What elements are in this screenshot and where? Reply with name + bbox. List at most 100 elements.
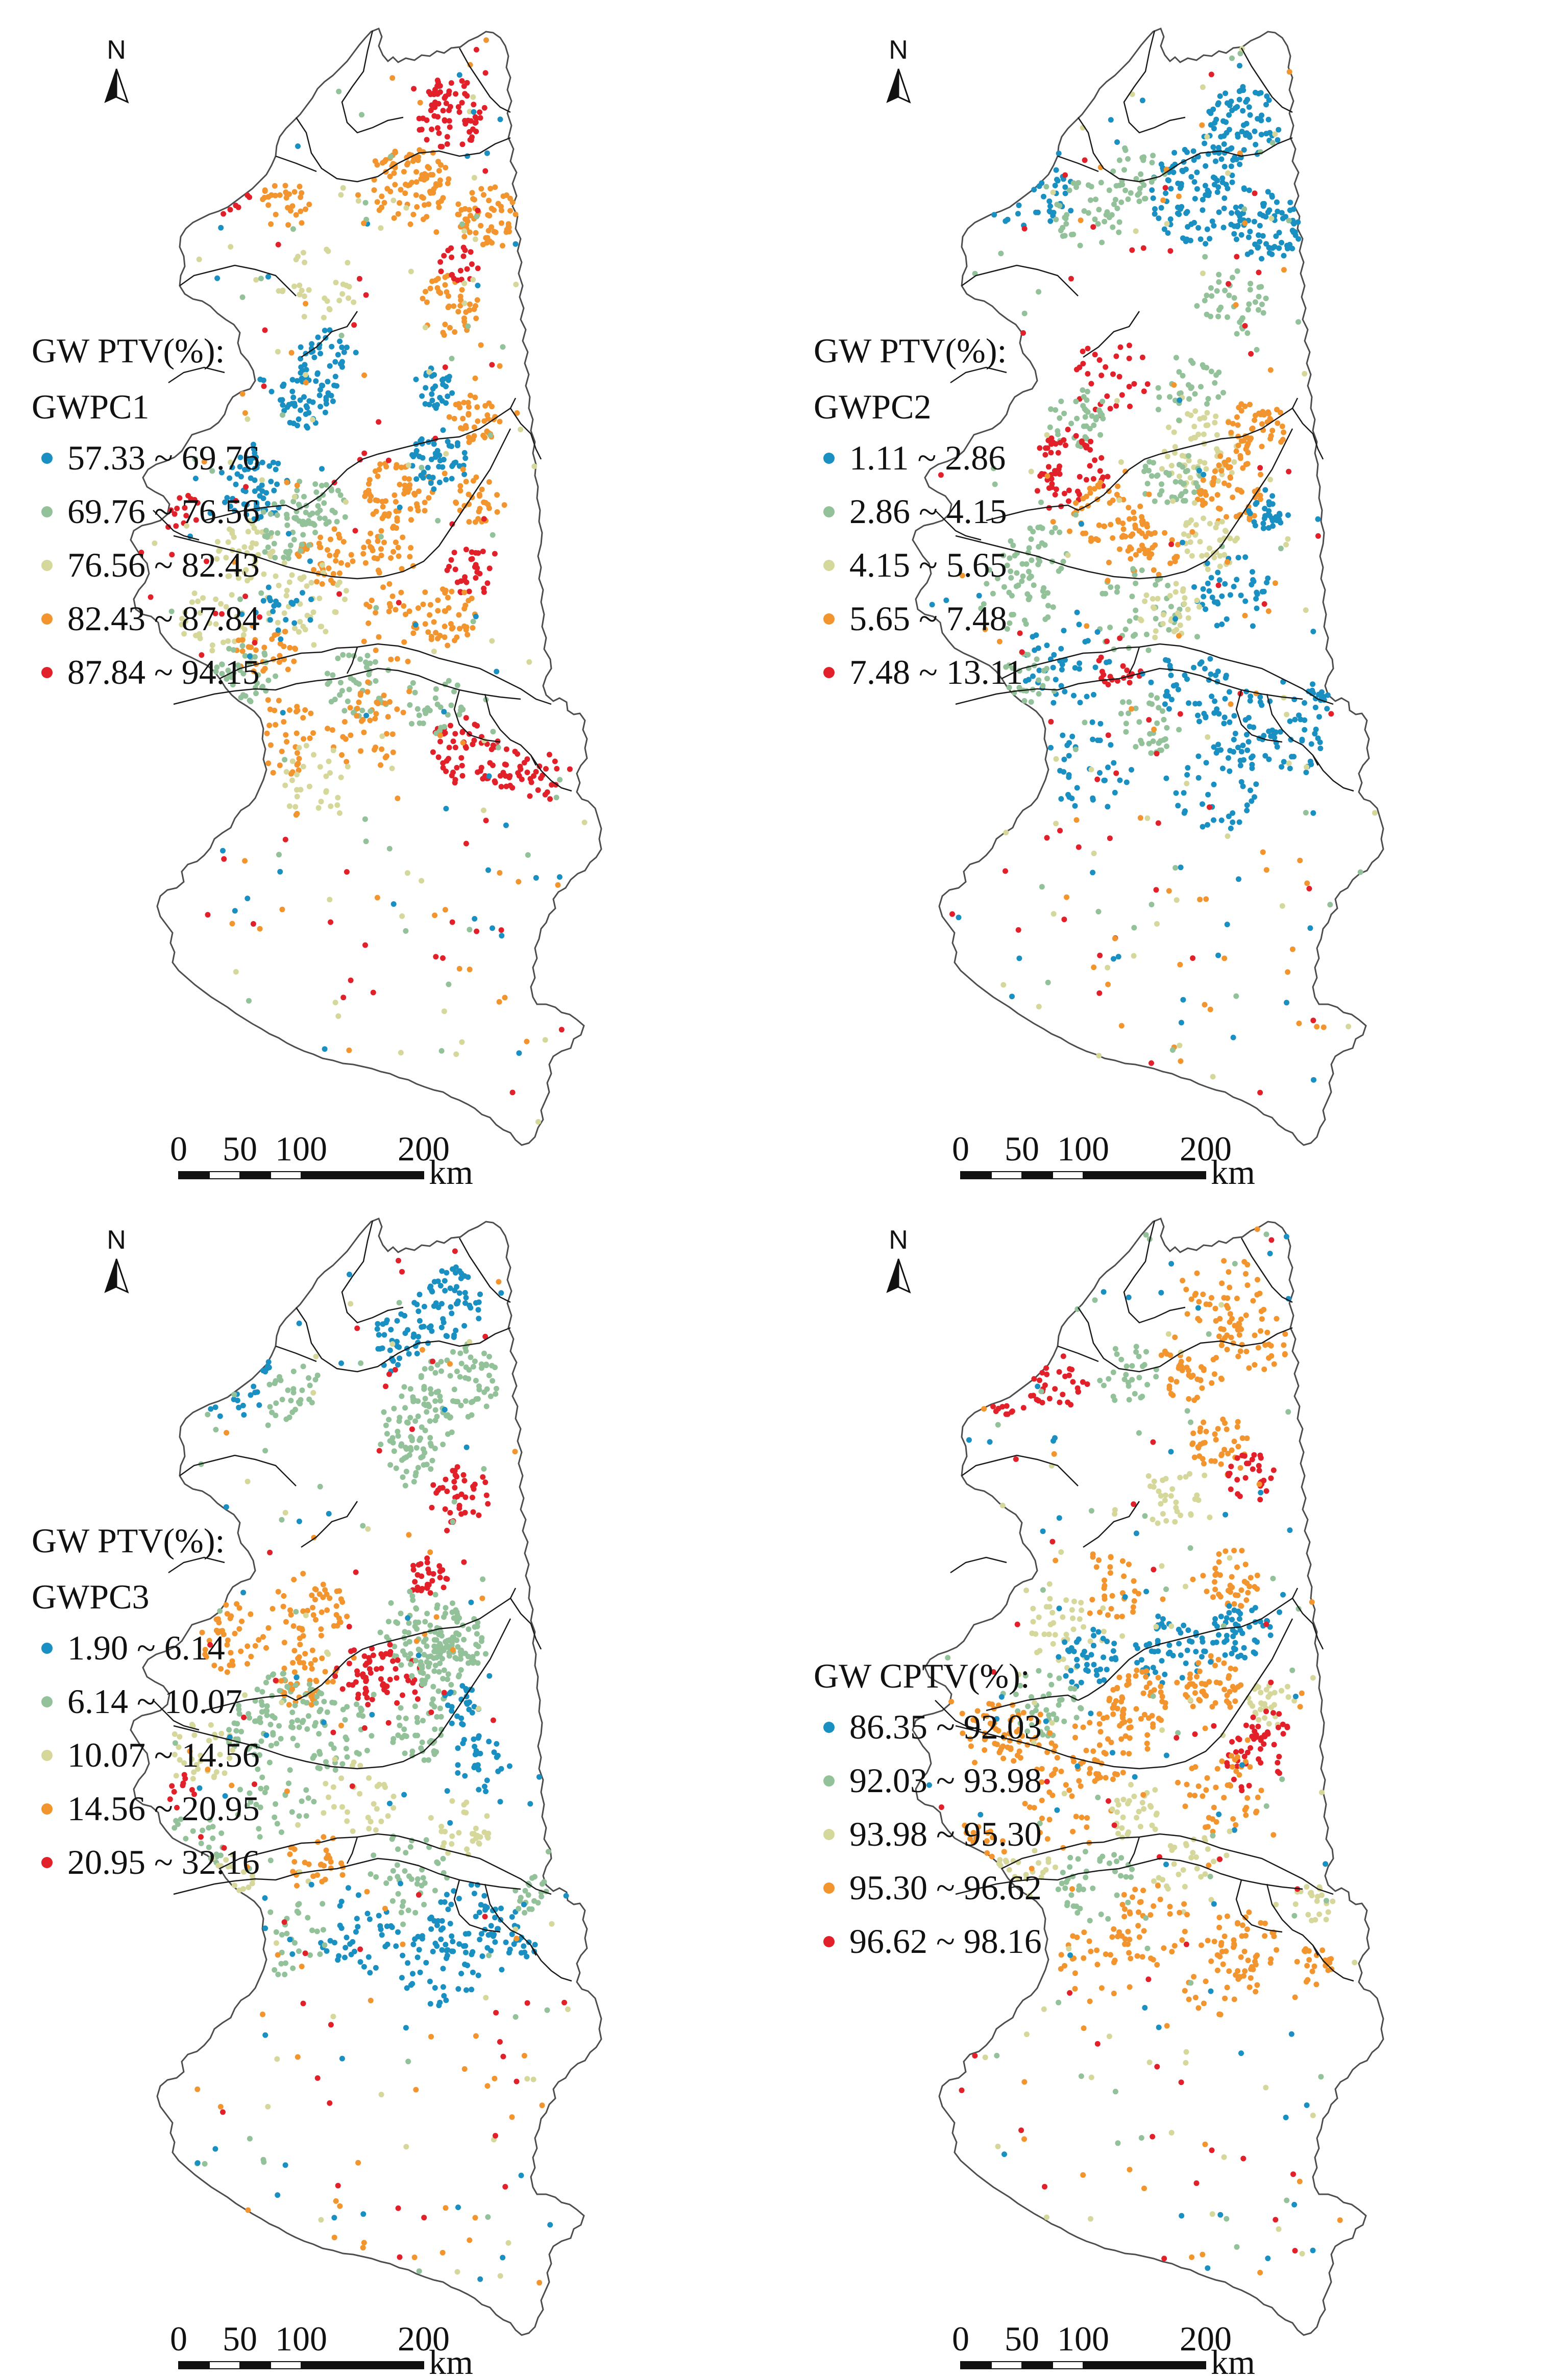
sample-point (426, 474, 432, 480)
sample-point (236, 1887, 242, 1893)
sample-point (1048, 476, 1055, 482)
sample-point (253, 277, 259, 283)
sample-point (291, 494, 298, 500)
sample-point (1115, 483, 1121, 489)
sample-point (446, 563, 452, 569)
sample-point (1208, 122, 1214, 128)
sample-point (456, 612, 462, 618)
sample-point (419, 1424, 425, 1430)
sample-point (449, 1833, 455, 1839)
sample-point (463, 1444, 470, 1450)
sample-point (394, 525, 399, 531)
sample-point (1202, 665, 1208, 672)
sample-point (177, 1734, 183, 1740)
sample-point (1131, 953, 1137, 959)
sample-point (398, 1880, 403, 1887)
sample-point (1098, 373, 1105, 379)
sample-point (414, 1696, 421, 1702)
sample-point (1207, 656, 1213, 662)
sample-point (1152, 530, 1158, 536)
sample-point (532, 1874, 537, 1880)
sample-point (257, 1804, 263, 1811)
sample-point (435, 754, 442, 760)
sample-point (306, 783, 312, 789)
sample-point (340, 539, 347, 545)
sample-point (406, 608, 412, 614)
sample-point (459, 1683, 466, 1689)
sample-point (179, 622, 185, 628)
sample-point (1202, 140, 1208, 146)
sample-point (439, 1947, 445, 1953)
sample-point (393, 1943, 399, 1949)
sample-point (1223, 90, 1229, 96)
sample-point (397, 1722, 403, 1728)
sample-point (314, 1694, 320, 1700)
sample-point (1101, 777, 1107, 783)
sample-point (358, 1360, 364, 1366)
sample-point (1224, 616, 1230, 622)
sample-point (1289, 228, 1296, 234)
sample-point (400, 534, 406, 540)
sample-point (1096, 522, 1102, 528)
sample-point (225, 638, 231, 644)
sample-point (176, 1744, 182, 1750)
sample-point (402, 1312, 408, 1319)
sample-point (197, 610, 203, 616)
sample-point (289, 1709, 296, 1716)
sample-point (1173, 790, 1179, 796)
sample-point (254, 1687, 260, 1693)
sample-point (1074, 488, 1081, 494)
sample-point (1236, 96, 1242, 103)
sample-point (1310, 681, 1315, 687)
sample-point (1237, 150, 1243, 156)
sample-point (1261, 201, 1267, 207)
sample-point (442, 95, 448, 101)
sample-point (226, 1727, 232, 1733)
sample-point (1040, 588, 1046, 594)
sample-point (414, 706, 421, 712)
sample-point (366, 481, 372, 487)
sample-point (1276, 127, 1282, 133)
sample-point (1107, 835, 1113, 841)
sample-point (455, 1986, 461, 1992)
sample-point (402, 190, 408, 196)
sample-point (324, 1948, 330, 1954)
sample-point (1268, 215, 1275, 221)
sample-point (428, 636, 434, 642)
sample-point (1219, 765, 1226, 772)
sample-point (1259, 112, 1264, 118)
sample-point (1136, 199, 1142, 204)
sample-point (1253, 781, 1259, 787)
sample-point (487, 1393, 494, 1399)
sample-point (367, 660, 373, 666)
sample-point (326, 1794, 331, 1800)
sample-point (440, 1316, 446, 1322)
sample-point (1120, 699, 1126, 705)
sample-point (531, 1898, 537, 1904)
sample-point (1234, 104, 1240, 110)
sample-point (251, 446, 257, 452)
sample-point (338, 1775, 345, 1781)
sample-point (1184, 548, 1190, 554)
sample-point (355, 192, 361, 198)
sample-point (512, 211, 519, 217)
sample-point (394, 1675, 400, 1681)
sample-point (443, 806, 449, 812)
sample-point (1205, 734, 1211, 740)
sample-point (1126, 505, 1132, 511)
sample-point (1106, 488, 1112, 494)
sample-point (1187, 237, 1193, 243)
sample-point (1168, 541, 1175, 548)
sample-point (416, 1652, 422, 1658)
sample-point (483, 235, 489, 241)
sample-point (526, 1939, 532, 1945)
sample-point (204, 558, 209, 564)
sample-point (265, 677, 272, 683)
sample-point (1274, 744, 1280, 750)
sample-point (384, 1941, 390, 1947)
sample-point (409, 1593, 416, 1599)
sample-point (1166, 472, 1172, 478)
sample-point (1178, 864, 1184, 871)
sample-point (290, 1623, 297, 1629)
